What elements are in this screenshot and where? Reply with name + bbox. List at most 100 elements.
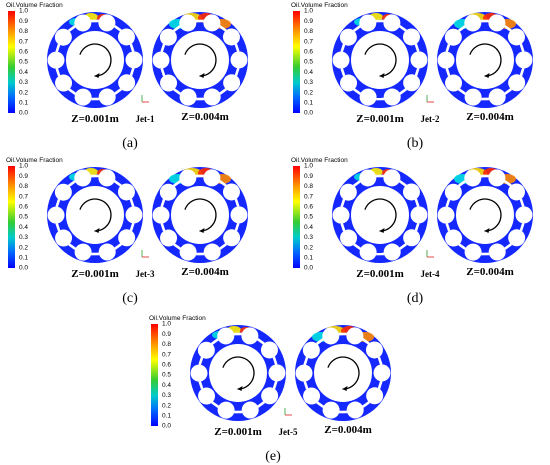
ball xyxy=(203,243,221,261)
rotation-arrow xyxy=(469,198,502,232)
ball xyxy=(197,341,215,359)
arrow-head xyxy=(94,227,100,233)
cage-slot xyxy=(257,401,266,408)
legend-tick: 0.3 xyxy=(162,392,171,399)
inner-race xyxy=(314,344,372,402)
ball xyxy=(515,51,533,69)
cage-slot xyxy=(113,179,122,187)
bearing xyxy=(152,12,248,108)
legend-tick: 0.6 xyxy=(162,362,171,369)
legend-tick: 0.2 xyxy=(304,89,313,96)
ball xyxy=(98,243,116,261)
legend-title: Oil.Volume Fraction xyxy=(149,315,206,322)
legend-tick: 0.3 xyxy=(19,234,28,241)
rotation-arrow xyxy=(222,356,255,390)
ball xyxy=(217,327,235,345)
legend-tick: 0.3 xyxy=(304,234,313,241)
cage-slot xyxy=(340,43,346,53)
panel-caption: (a) xyxy=(122,136,138,151)
legend-title: Oil.Volume Fraction xyxy=(6,157,63,164)
cage-slot xyxy=(234,198,240,208)
cage-slot xyxy=(340,198,346,208)
ball xyxy=(383,243,401,261)
ball xyxy=(507,183,525,201)
cage-slot xyxy=(445,67,451,77)
legend-tick: 0.0 xyxy=(19,265,28,272)
inner-race xyxy=(456,186,514,244)
color-bar xyxy=(293,166,300,268)
legend-tick: 0.4 xyxy=(162,382,171,389)
ball xyxy=(464,169,482,187)
legend-tick: 0.0 xyxy=(19,110,28,117)
ball xyxy=(346,401,364,419)
cage-slot xyxy=(198,380,204,390)
ball xyxy=(359,169,377,187)
rotation-arrow xyxy=(184,198,217,232)
cage-slot xyxy=(399,88,408,95)
legend-tick: 0.9 xyxy=(162,331,171,338)
legend-tick: 0.0 xyxy=(304,110,313,117)
legend-tick: 0.9 xyxy=(19,173,28,180)
cage-slot xyxy=(55,222,61,232)
right-label: Z=0.004m xyxy=(181,111,229,123)
ball xyxy=(152,51,170,69)
cage-slot xyxy=(377,380,383,390)
ball xyxy=(359,88,377,106)
rotation-arrow xyxy=(79,43,112,77)
ball xyxy=(159,183,177,201)
cage-slot xyxy=(91,97,100,101)
cage-slot xyxy=(340,67,346,77)
cage-slot xyxy=(480,19,489,23)
ball xyxy=(402,183,420,201)
cage-slot xyxy=(376,97,385,101)
cage-slot xyxy=(234,67,240,77)
cage-slot xyxy=(504,243,513,250)
legend-tick: 0.6 xyxy=(304,204,313,211)
ball xyxy=(488,243,506,261)
ball xyxy=(383,169,401,187)
legend-tick: 0.1 xyxy=(19,100,28,107)
legend-tick: 0.7 xyxy=(19,38,28,45)
left-label: Z=0.001m xyxy=(214,426,262,438)
ball xyxy=(54,183,72,201)
ball xyxy=(203,169,221,187)
cage-slot xyxy=(353,88,362,96)
legend-tick: 0.1 xyxy=(19,255,28,262)
cage-slot xyxy=(480,174,489,178)
legend-title: Oil.Volume Fraction xyxy=(291,157,348,164)
cage-slot xyxy=(458,88,467,96)
ball xyxy=(444,28,462,46)
rotation-arrow xyxy=(184,43,217,77)
cage-slot xyxy=(519,43,525,53)
jet-label: Jet-2 xyxy=(421,114,440,124)
cage-slot xyxy=(481,252,490,256)
cage-slot xyxy=(114,88,123,95)
cage-slot xyxy=(303,380,309,390)
legend-tick: 0.8 xyxy=(19,28,28,35)
cage-slot xyxy=(457,180,466,187)
ball xyxy=(383,14,401,32)
color-bar xyxy=(8,166,15,268)
ball xyxy=(488,14,506,32)
ball xyxy=(295,364,313,382)
arrow-head xyxy=(237,385,243,391)
ball xyxy=(203,14,221,32)
left-label: Z=0.001m xyxy=(356,113,404,125)
ball xyxy=(437,51,455,69)
ball xyxy=(125,206,143,224)
ball xyxy=(268,364,286,382)
bearing xyxy=(437,167,533,263)
ball xyxy=(98,88,116,106)
cage-slot xyxy=(458,243,467,251)
cage-slot xyxy=(219,243,228,250)
cage-slot xyxy=(160,67,166,77)
legend-tick: 0.5 xyxy=(304,214,313,221)
ball xyxy=(359,14,377,32)
legend-tick: 0.1 xyxy=(304,100,313,107)
ball xyxy=(203,88,221,106)
legend-tick: 0.0 xyxy=(162,423,171,430)
cage-slot xyxy=(398,179,407,187)
ball xyxy=(223,229,241,247)
cage-slot xyxy=(503,179,512,187)
